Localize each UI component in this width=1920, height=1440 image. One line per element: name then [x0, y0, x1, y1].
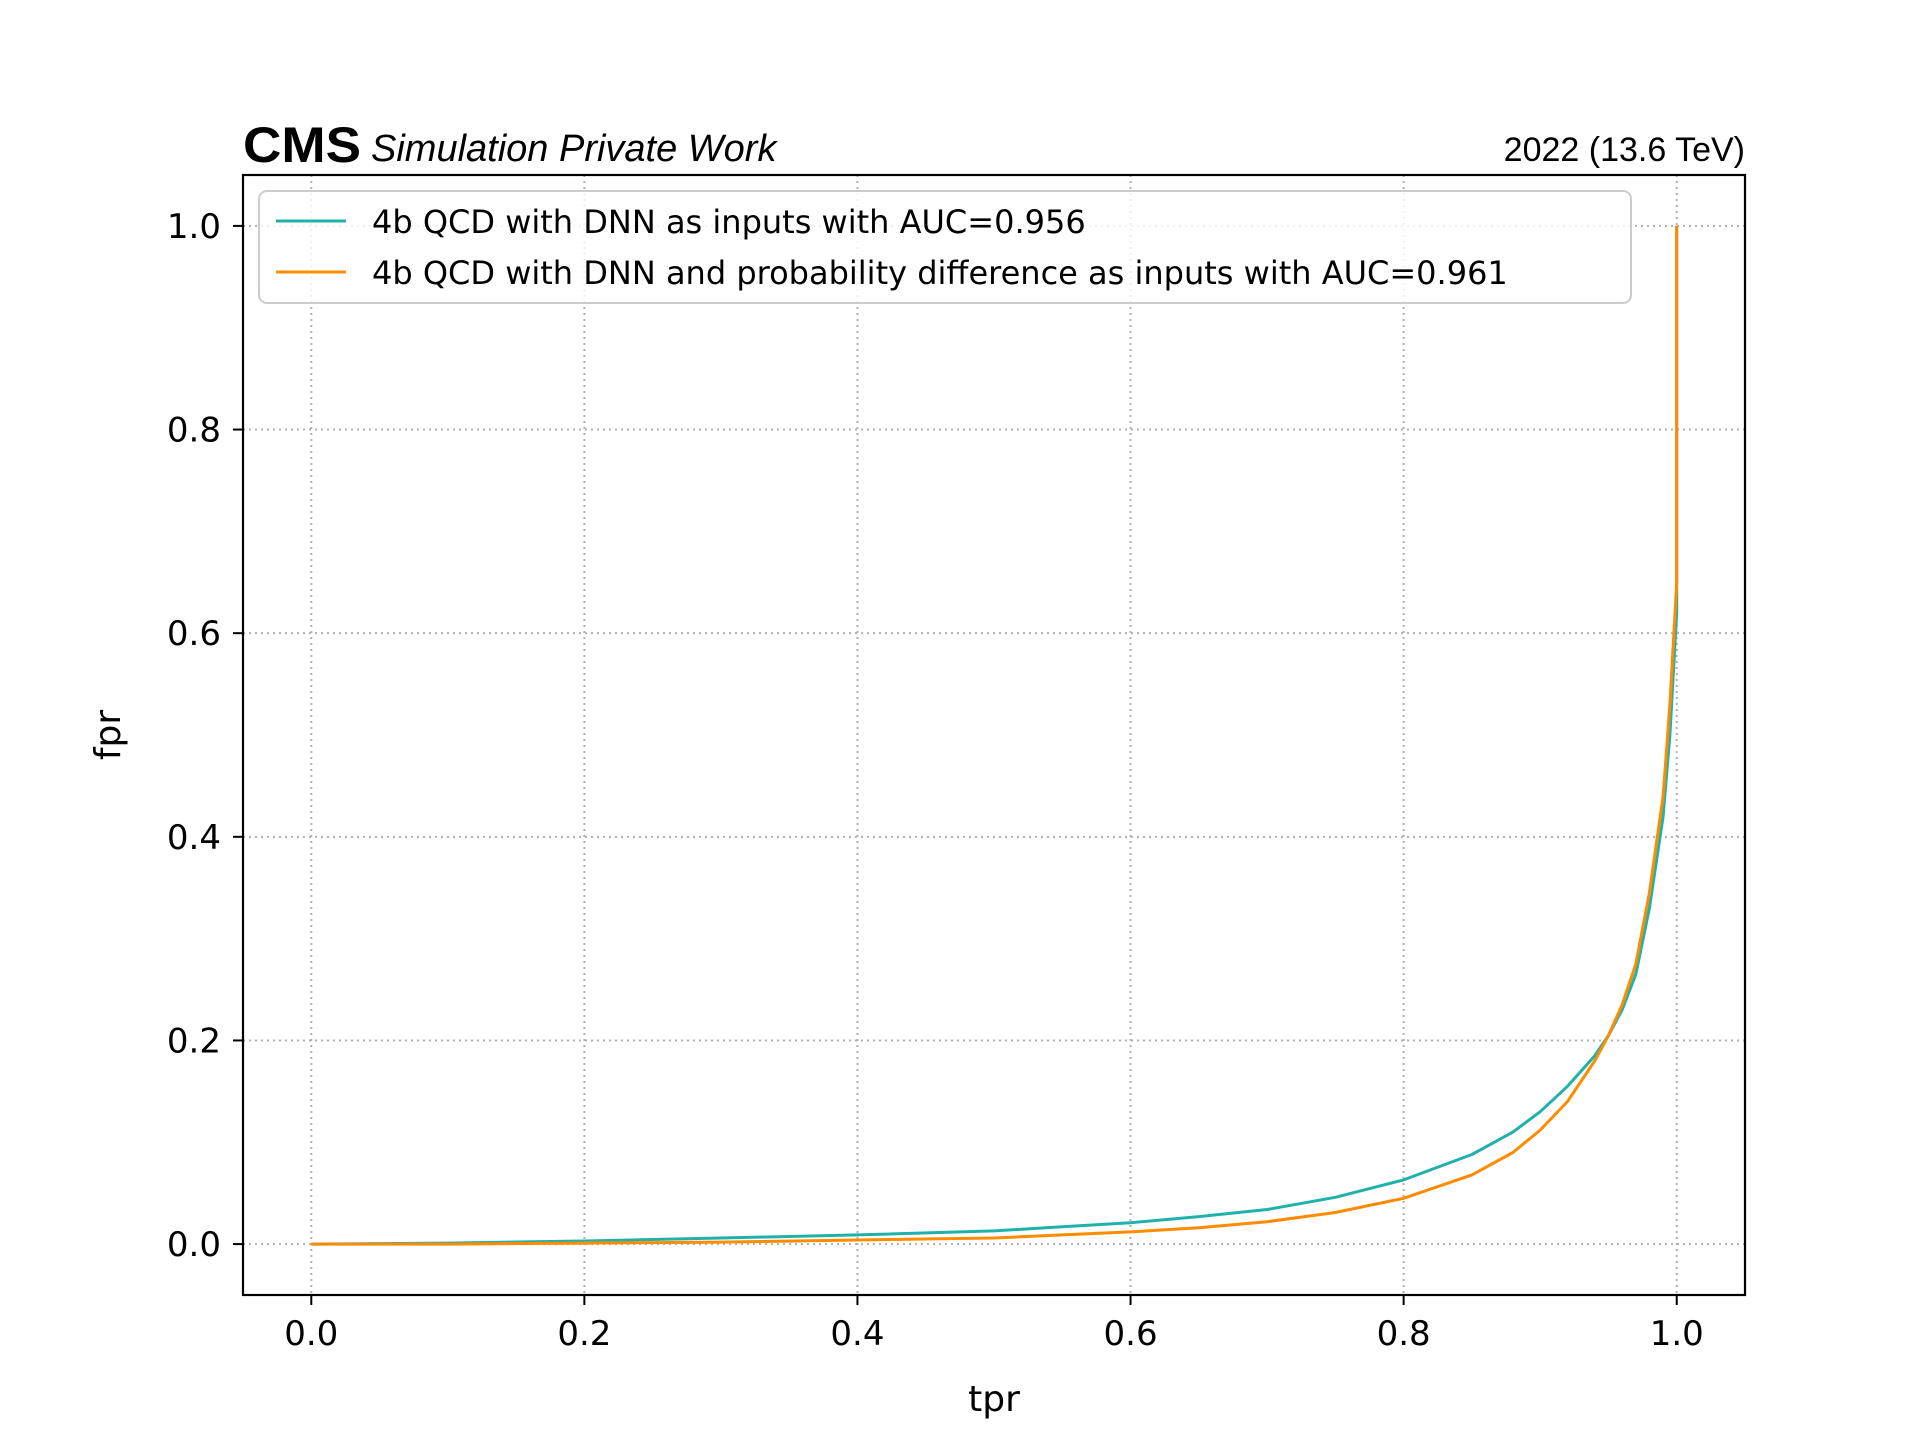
y-tick-label-4: 0.8: [167, 411, 221, 451]
x-tick-label-5: 1.0: [1650, 1314, 1704, 1354]
legend-label-series-1: 4b QCD with DNN as inputs with AUC=0.956: [372, 203, 1086, 241]
y-tick-label-0: 0.0: [167, 1225, 221, 1265]
axis-ticks: 0.0 0.2 0.4 0.6 0.8 1.0 0.0 0.2 0.4 0.6 0.8 1.0: [167, 207, 1704, 1354]
y-tick-label-2: 0.4: [167, 818, 221, 858]
plot-area-frame: [241, 173, 1747, 1297]
simulation-private-work-label: Simulation Private Work: [371, 128, 778, 170]
cms-label: CMS: [243, 117, 361, 173]
legend-label-series-2: 4b QCD with DNN and probability differen…: [372, 254, 1508, 292]
x-tick-label-2: 0.4: [830, 1314, 884, 1354]
y-tick-label-1: 0.2: [167, 1021, 221, 1061]
y-axis-label: fpr: [88, 710, 129, 761]
series-lines: [311, 225, 1679, 1246]
x-tick-label-1: 0.2: [557, 1314, 611, 1354]
x-axis-label: tpr: [968, 1379, 1020, 1420]
legend-box: [258, 190, 1632, 304]
luminosity-energy-label: 2022 (13.6 TeV): [1504, 131, 1745, 169]
legend: 4b QCD with DNN as inputs with AUC=0.956…: [258, 190, 1632, 304]
x-tick-label-0: 0.0: [284, 1314, 338, 1354]
series-line-1: [311, 225, 1679, 1246]
series-line-2: [311, 225, 1679, 1246]
y-tick-label-5: 1.0: [167, 207, 221, 247]
x-tick-label-3: 0.6: [1104, 1314, 1158, 1354]
y-tick-label-3: 0.6: [167, 614, 221, 654]
x-tick-label-4: 0.8: [1377, 1314, 1431, 1354]
